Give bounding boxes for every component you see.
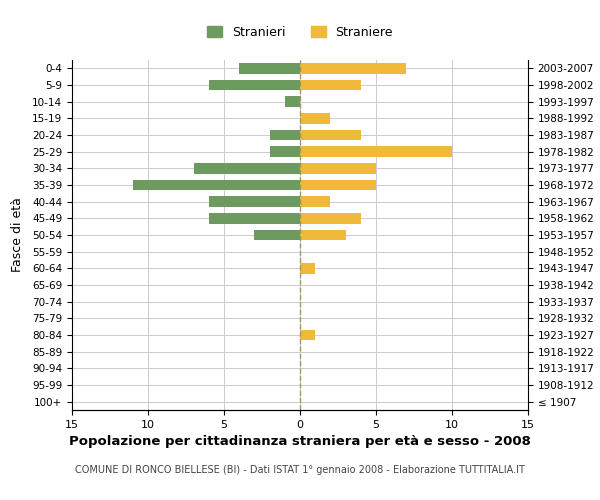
Bar	[300, 180, 376, 190]
Bar	[194, 163, 300, 174]
Bar	[254, 230, 300, 240]
Bar	[300, 130, 361, 140]
Bar	[133, 180, 300, 190]
Bar	[300, 113, 331, 124]
Legend: Stranieri, Straniere: Stranieri, Straniere	[202, 20, 398, 44]
Bar	[300, 163, 376, 174]
Bar	[300, 80, 361, 90]
Bar	[300, 196, 331, 207]
Bar	[300, 213, 361, 224]
Bar	[300, 146, 452, 157]
Bar	[209, 213, 300, 224]
Bar	[209, 80, 300, 90]
Bar	[300, 330, 315, 340]
Bar	[300, 230, 346, 240]
Bar	[209, 196, 300, 207]
Bar	[300, 263, 315, 274]
Text: Popolazione per cittadinanza straniera per età e sesso - 2008: Popolazione per cittadinanza straniera p…	[69, 435, 531, 448]
Text: COMUNE DI RONCO BIELLESE (BI) - Dati ISTAT 1° gennaio 2008 - Elaborazione TUTTIT: COMUNE DI RONCO BIELLESE (BI) - Dati IST…	[75, 465, 525, 475]
Bar	[269, 146, 300, 157]
Y-axis label: Fasce di età: Fasce di età	[11, 198, 23, 272]
Bar	[269, 130, 300, 140]
Bar	[239, 63, 300, 74]
Bar	[300, 63, 406, 74]
Bar	[285, 96, 300, 107]
